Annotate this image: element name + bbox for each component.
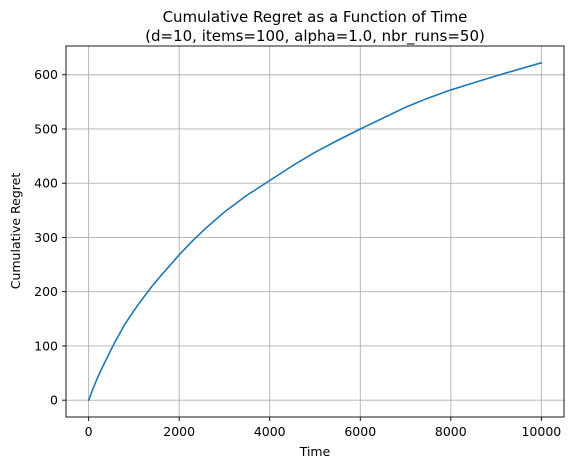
chart-title-line-2: (d=10, items=100, alpha=1.0, nbr_runs=50… bbox=[145, 27, 485, 46]
y-axis-ticks: 0 100 200 300 400 500 600 bbox=[34, 67, 66, 408]
y-tick-label: 300 bbox=[34, 230, 58, 245]
y-tick-label: 0 bbox=[50, 393, 58, 408]
x-tick-label: 2000 bbox=[163, 424, 195, 439]
x-tick-label: 4000 bbox=[254, 424, 286, 439]
chart-title-line-1: Cumulative Regret as a Function of Time bbox=[163, 8, 468, 26]
x-axis-label: Time bbox=[299, 444, 331, 459]
x-axis-ticks: 0 2000 4000 6000 8000 10000 bbox=[85, 417, 561, 439]
plot-frame bbox=[65, 45, 565, 418]
y-tick-label: 200 bbox=[34, 284, 58, 299]
y-tick-label: 500 bbox=[34, 121, 58, 136]
regret-line bbox=[87, 62, 543, 401]
series-layer bbox=[87, 62, 543, 401]
y-axis-label: Cumulative Regret bbox=[8, 173, 23, 290]
y-tick-label: 400 bbox=[34, 176, 58, 191]
x-tick-label: 8000 bbox=[435, 424, 467, 439]
grid-lines bbox=[66, 46, 564, 417]
y-tick-label: 600 bbox=[34, 67, 58, 82]
x-tick-label: 10000 bbox=[521, 424, 561, 439]
x-tick-label: 0 bbox=[85, 424, 93, 439]
x-tick-label: 6000 bbox=[344, 424, 376, 439]
y-tick-label: 100 bbox=[34, 338, 58, 353]
